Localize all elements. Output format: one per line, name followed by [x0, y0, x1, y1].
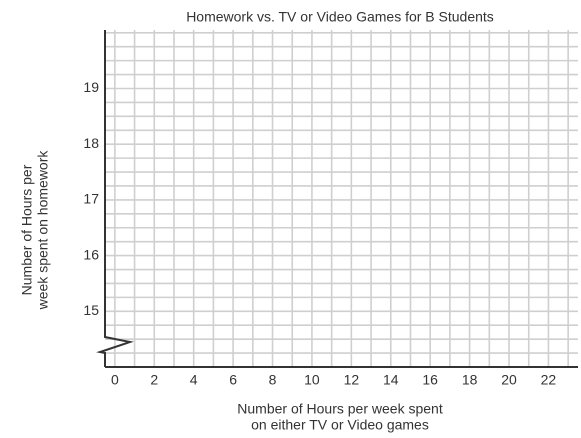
- x-tick-label: 14: [383, 372, 399, 388]
- y-axis: [96, 30, 134, 367]
- y-axis-label-group: Number of Hours per week spent on homewo…: [19, 150, 51, 311]
- y-tick-label: 16: [83, 246, 99, 262]
- x-tick-label: 0: [111, 372, 119, 388]
- x-tick-label: 10: [304, 372, 320, 388]
- y-axis-label: week spent on homework: [35, 150, 51, 311]
- x-tick-label: 8: [269, 372, 277, 388]
- grid: [105, 30, 578, 367]
- x-tick-label: 4: [190, 372, 198, 388]
- y-axis-label: Number of Hours per: [19, 164, 35, 295]
- x-tick-label: 22: [541, 372, 557, 388]
- y-tick-label: 18: [83, 135, 99, 151]
- x-tick-label: 2: [150, 372, 158, 388]
- y-tick-label: 17: [83, 191, 99, 207]
- x-tick-label: 6: [229, 372, 237, 388]
- x-tick-label: 16: [422, 372, 438, 388]
- x-tick-label: 18: [462, 372, 478, 388]
- x-axis-label: Number of Hours per week spent: [237, 401, 443, 417]
- y-tick-label: 19: [83, 79, 99, 95]
- x-axis-label: on either TV or Video games: [251, 417, 429, 433]
- y-tick-label: 15: [83, 302, 99, 318]
- chart-title: Homework vs. TV or Video Games for B Stu…: [186, 9, 494, 25]
- x-tick-label: 12: [344, 372, 360, 388]
- x-tick-label: 20: [501, 372, 517, 388]
